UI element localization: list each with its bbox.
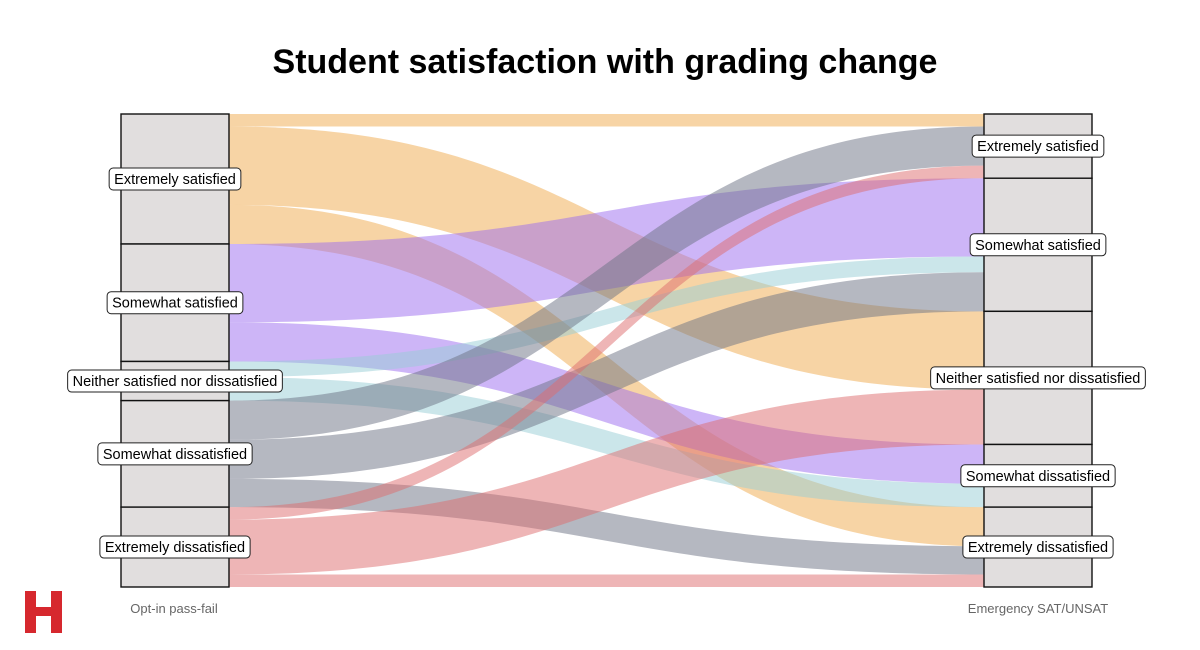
label-box bbox=[962, 535, 1114, 559]
right-label-extremely-dissatisfied: Extremely dissatisfied bbox=[962, 535, 1114, 559]
left-label-somewhat-satisfied: Somewhat satisfied bbox=[106, 291, 244, 315]
label-text: Extremely satisfied bbox=[977, 139, 1099, 155]
right-label-somewhat-satisfied: Somewhat satisfied bbox=[969, 233, 1107, 257]
left-label-extremely-dissatisfied: Extremely dissatisfied bbox=[99, 535, 251, 559]
label-text: Somewhat dissatisfied bbox=[103, 447, 247, 463]
label-text: Neither satisfied nor dissatisfied bbox=[73, 374, 278, 390]
left-label-extremely-satisfied: Extremely satisfied bbox=[108, 167, 242, 191]
stratum-labels: Extremely satisfied Somewhat satisfied Nei… bbox=[67, 134, 1146, 559]
label-text: Extremely dissatisfied bbox=[968, 540, 1108, 556]
flow-somewhat-dissatisfied-to-extremely-dissatisfied bbox=[229, 478, 984, 575]
axis-label-left: Opt-in pass-fail bbox=[130, 601, 218, 616]
label-box bbox=[97, 442, 253, 466]
label-box bbox=[969, 233, 1107, 257]
right-label-extremely-satisfied: Extremely satisfied bbox=[971, 134, 1105, 158]
logo-icon bbox=[25, 591, 62, 633]
flow-extremely-dissatisfied-to-neither-satisfied-nor-dissatisfied bbox=[229, 389, 984, 575]
label-box bbox=[106, 291, 244, 315]
left-label-somewhat-dissatisfied: Somewhat dissatisfied bbox=[97, 442, 253, 466]
label-text: Extremely satisfied bbox=[114, 172, 236, 188]
label-box bbox=[108, 167, 242, 191]
label-box bbox=[67, 369, 283, 393]
label-text: Somewhat satisfied bbox=[112, 296, 238, 312]
flow-somewhat-dissatisfied-to-extremely-satisfied bbox=[229, 126, 984, 440]
flow-extremely-dissatisfied-to-extremely-satisfied bbox=[229, 165, 984, 520]
left-label-neither-satisfied-nor-dissatisfied: Neither satisfied nor dissatisfied bbox=[67, 369, 283, 393]
flow-somewhat-dissatisfied-to-somewhat-satisfied bbox=[229, 272, 984, 479]
flows bbox=[229, 114, 984, 587]
flow-extremely-satisfied-to-extremely-satisfied bbox=[229, 114, 984, 127]
label-text: Somewhat satisfied bbox=[975, 238, 1101, 254]
label-text: Somewhat dissatisfied bbox=[966, 469, 1110, 485]
label-box bbox=[99, 535, 251, 559]
label-box bbox=[971, 134, 1105, 158]
axis-label-right: Emergency SAT/UNSAT bbox=[968, 601, 1108, 616]
chart-title: Student satisfaction with grading change bbox=[273, 43, 938, 81]
right-label-neither-satisfied-nor-dissatisfied: Neither satisfied nor dissatisfied bbox=[930, 366, 1146, 390]
right-label-somewhat-dissatisfied: Somewhat dissatisfied bbox=[960, 464, 1116, 488]
label-text: Neither satisfied nor dissatisfied bbox=[936, 371, 1141, 387]
label-box bbox=[930, 366, 1146, 390]
flow-neither-satisfied-nor-dissatisfied-to-somewhat-satisfied bbox=[229, 256, 984, 378]
label-text: Extremely dissatisfied bbox=[105, 540, 245, 556]
label-box bbox=[960, 464, 1116, 488]
flow-extremely-dissatisfied-to-extremely-dissatisfied bbox=[229, 574, 984, 587]
